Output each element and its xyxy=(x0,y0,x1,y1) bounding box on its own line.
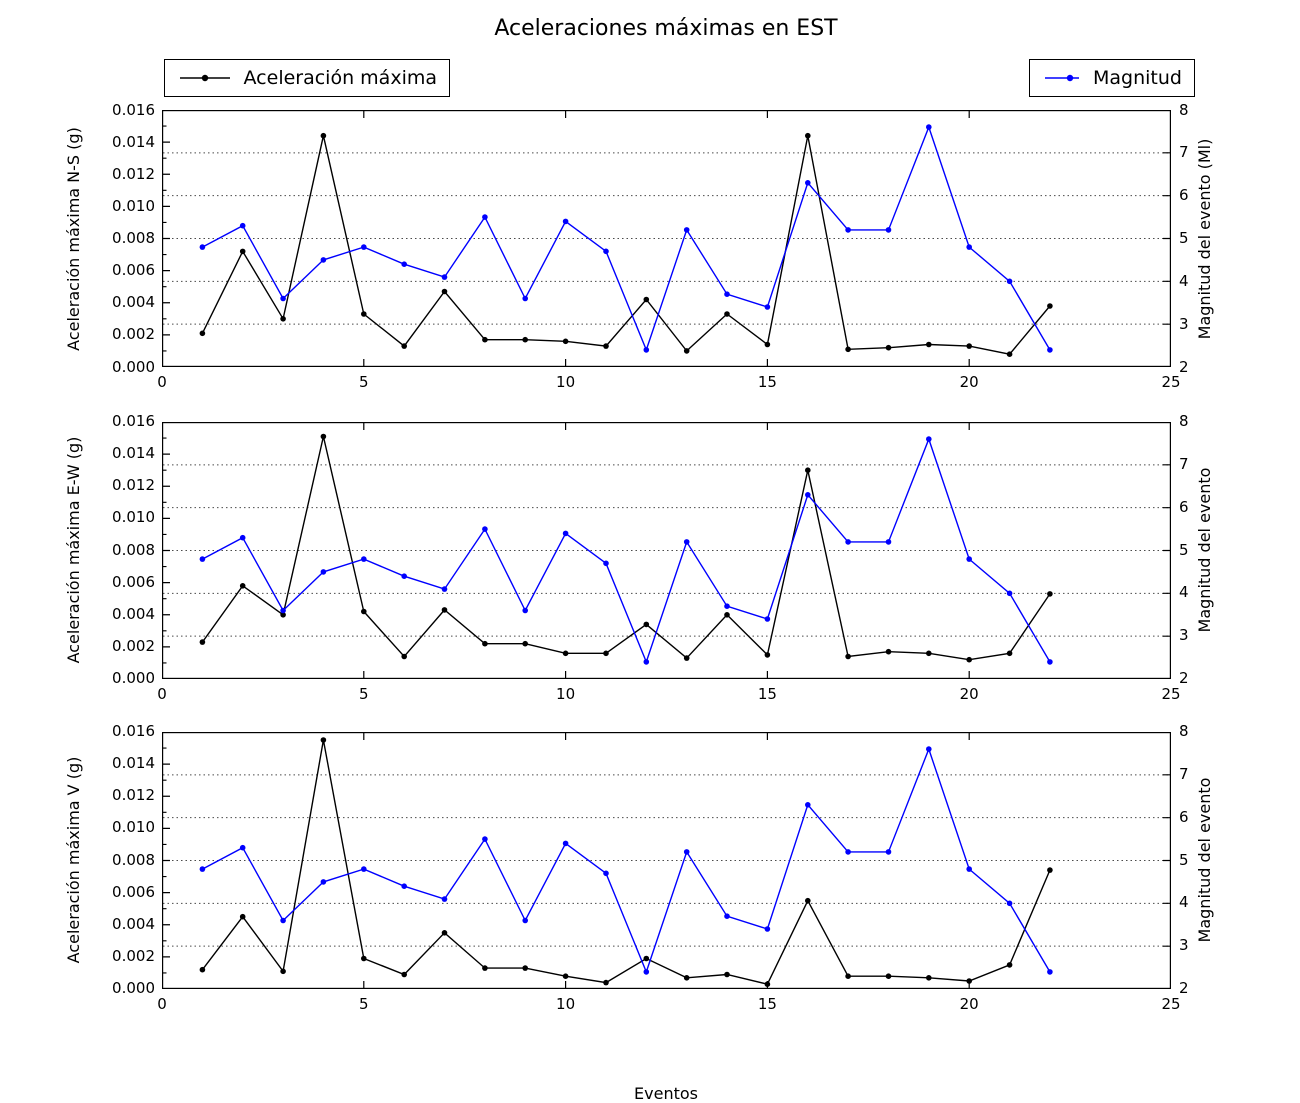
x-tick-label: 25 xyxy=(1161,373,1181,391)
x-tick-label: 0 xyxy=(157,373,167,391)
y-right-tick-label: 8 xyxy=(1179,412,1189,430)
x-tick-label: 25 xyxy=(1161,994,1181,1013)
x-tick-label: 15 xyxy=(757,684,777,703)
x-axis-label: Eventos xyxy=(634,1084,698,1103)
y-left-tick-label: 0.010 xyxy=(112,196,155,215)
x-tick-label: 5 xyxy=(359,684,369,703)
x-tick-label: 20 xyxy=(959,373,979,391)
y-left-tick-label: 0.000 xyxy=(112,979,155,997)
y-right-tick-label: 5 xyxy=(1179,850,1189,869)
y-left-tick-label: 0.006 xyxy=(112,882,155,901)
x-tick-label: 5 xyxy=(359,994,369,1013)
y-left-tick-label: 0.010 xyxy=(112,508,155,527)
y-right-tick-label: 4 xyxy=(1179,893,1189,912)
y-right-tick-label: 5 xyxy=(1179,540,1189,559)
subplot-ew-plot-area xyxy=(162,421,1171,679)
legend-accel-line-marker-icon xyxy=(180,74,230,82)
x-tick-label: 15 xyxy=(757,994,777,1013)
y-left-tick-label: 0.008 xyxy=(112,850,155,869)
x-tick-label: 10 xyxy=(556,684,576,703)
y-right-tick-label: 8 xyxy=(1179,722,1189,740)
y-axis-label-left-ew: Aceleración máxima E-W (g) xyxy=(64,436,83,664)
y-left-tick-label: 0.012 xyxy=(112,476,155,495)
x-tick-label: 10 xyxy=(556,994,576,1013)
y-right-tick-label: 7 xyxy=(1179,143,1189,162)
y-left-tick-label: 0.014 xyxy=(112,754,155,773)
y-left-tick-label: 0.012 xyxy=(112,786,155,805)
y-right-tick-label: 3 xyxy=(1179,936,1189,955)
y-right-tick-label: 2 xyxy=(1179,357,1189,376)
y-right-tick-label: 2 xyxy=(1179,979,1189,997)
y-left-tick-label: 0.014 xyxy=(112,444,155,463)
y-left-tick-label: 0.006 xyxy=(112,261,155,280)
y-right-tick-label: 6 xyxy=(1179,497,1189,516)
x-tick-label: 0 xyxy=(157,684,167,703)
legend-accel-label: Aceleración máxima xyxy=(243,67,437,89)
y-right-tick-label: 4 xyxy=(1179,583,1189,602)
y-right-tick-label: 7 xyxy=(1179,454,1189,473)
y-right-tick-label: 7 xyxy=(1179,764,1189,783)
y-right-tick-label: 3 xyxy=(1179,626,1189,645)
subplot-v-plot-area xyxy=(162,731,1171,989)
y-axis-label-left-ns: Aceleración máxima N-S (g) xyxy=(64,126,83,351)
y-left-tick-label: 0.016 xyxy=(112,412,155,430)
x-tick-label: 0 xyxy=(157,994,167,1013)
legend-aceleracion-maxima: Aceleración máxima xyxy=(164,59,450,97)
y-right-tick-label: 5 xyxy=(1179,229,1189,247)
y-left-tick-label: 0.010 xyxy=(112,818,155,837)
y-left-tick-label: 0.008 xyxy=(112,229,155,247)
legend-magnitud: Magnitud xyxy=(1029,59,1195,97)
y-left-tick-label: 0.000 xyxy=(112,357,155,376)
y-left-tick-label: 0.004 xyxy=(112,604,155,623)
y-left-tick-label: 0.004 xyxy=(112,293,155,312)
y-left-tick-label: 0.000 xyxy=(112,669,155,687)
y-left-tick-label: 0.004 xyxy=(112,914,155,933)
y-left-tick-label: 0.006 xyxy=(112,572,155,591)
chart-title: Aceleraciones máximas en EST xyxy=(494,16,838,41)
x-tick-label: 25 xyxy=(1161,684,1181,703)
y-left-tick-label: 0.002 xyxy=(112,946,155,965)
y-left-tick-label: 0.016 xyxy=(112,722,155,740)
y-right-tick-label: 4 xyxy=(1179,271,1189,290)
x-tick-label: 5 xyxy=(359,373,369,391)
y-left-tick-label: 0.016 xyxy=(112,100,155,119)
y-right-tick-label: 6 xyxy=(1179,186,1189,205)
subplot-ns-plot-area xyxy=(162,110,1171,367)
y-left-tick-label: 0.008 xyxy=(112,540,155,559)
y-right-tick-label: 8 xyxy=(1179,100,1189,119)
x-tick-label: 20 xyxy=(959,684,979,703)
x-tick-label: 10 xyxy=(556,373,576,391)
y-left-tick-label: 0.002 xyxy=(112,636,155,655)
y-right-tick-label: 2 xyxy=(1179,669,1189,687)
legend-mag-label: Magnitud xyxy=(1093,67,1182,89)
y-left-tick-label: 0.014 xyxy=(112,132,155,151)
y-left-tick-label: 0.012 xyxy=(112,164,155,183)
x-tick-label: 15 xyxy=(757,373,777,391)
y-right-tick-label: 3 xyxy=(1179,314,1189,333)
y-right-tick-label: 6 xyxy=(1179,807,1189,826)
legend-mag-line-marker-icon xyxy=(1045,74,1080,82)
y-left-tick-label: 0.002 xyxy=(112,325,155,344)
y-axis-label-left-v: Aceleración máxima V (g) xyxy=(64,756,83,963)
x-tick-label: 20 xyxy=(959,994,979,1013)
